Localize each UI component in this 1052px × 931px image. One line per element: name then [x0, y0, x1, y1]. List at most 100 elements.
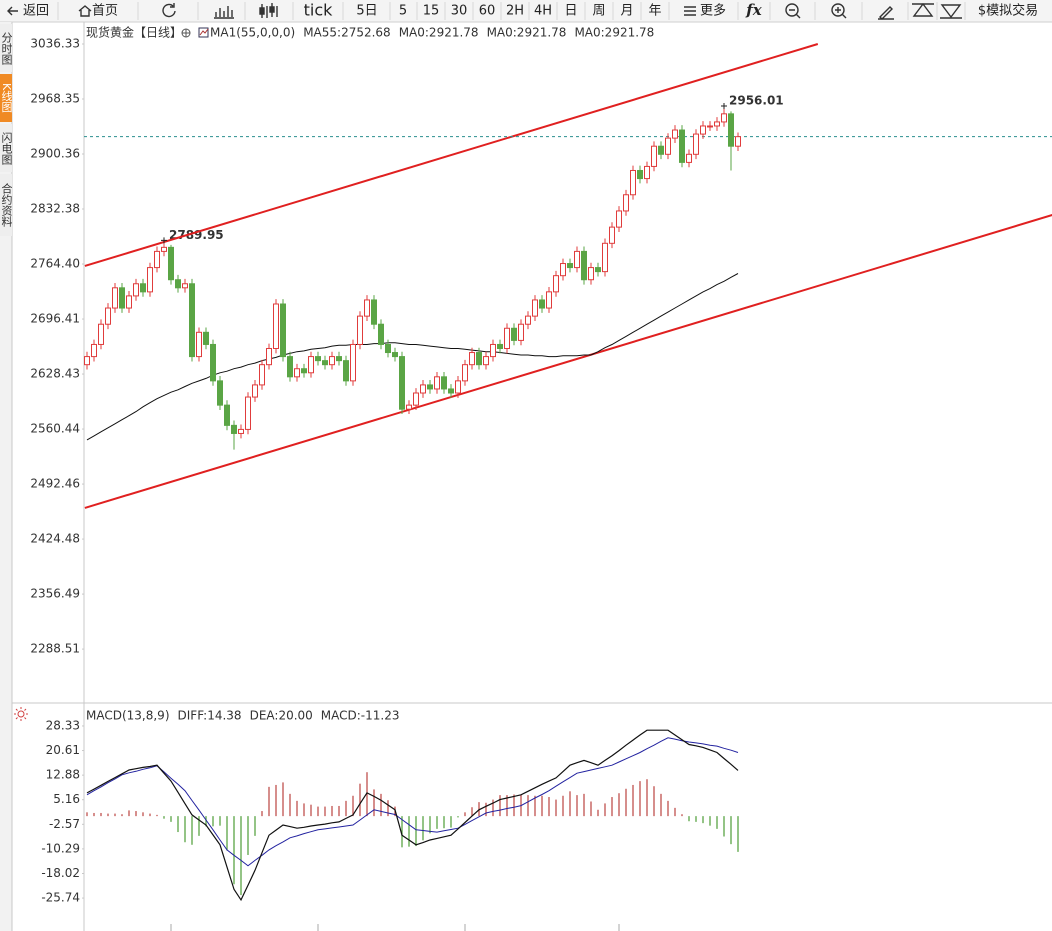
- candle-body: [147, 267, 153, 293]
- y-tick-label: 2492.46: [30, 477, 80, 491]
- candle-body: [651, 145, 657, 167]
- candle-body: [735, 136, 741, 147]
- side-strip: [0, 22, 12, 931]
- legend-entry: MACD:-11.23: [321, 709, 400, 723]
- toolbar-icons: [7, 2, 962, 20]
- candle-body: [210, 343, 216, 382]
- candle-body: [217, 380, 223, 406]
- toolbar-button[interactable]: 首页: [92, 4, 118, 19]
- toolbar-button[interactable]: fx: [745, 1, 762, 19]
- x-tick-label: 2025/01: [468, 929, 514, 931]
- y-tick-label: 2832.38: [30, 202, 80, 216]
- x-tick-label: 2024/11: [174, 929, 220, 931]
- toolbar-button[interactable]: 周: [592, 4, 605, 19]
- legend-icons: [181, 27, 209, 38]
- y-tick-label: 2764.40: [30, 257, 80, 271]
- candle-body: [441, 376, 447, 390]
- side-tab[interactable]: 合约资料: [0, 174, 12, 236]
- candle-body: [182, 283, 188, 289]
- toolbar-button[interactable]: 5日: [356, 4, 377, 19]
- toolbar-button[interactable]: 2H: [506, 4, 524, 19]
- candle-body: [539, 299, 545, 309]
- candle-body: [574, 250, 580, 269]
- zoom-out-icon: [785, 3, 799, 17]
- candle-body: [203, 331, 209, 345]
- candle-body: [504, 327, 510, 349]
- toolbar-button[interactable]: 月: [620, 4, 633, 19]
- candle-body: [413, 392, 419, 406]
- toolbar-button[interactable]: 年: [648, 4, 661, 19]
- candle-body: [161, 246, 167, 252]
- candle-body: [364, 299, 370, 317]
- candle-body: [728, 113, 734, 147]
- toolbar-button[interactable]: 5: [399, 4, 407, 19]
- candle-body: [294, 368, 300, 378]
- side-tab[interactable]: 闪电图: [0, 124, 12, 172]
- side-tab[interactable]: K线图: [0, 74, 12, 122]
- candle-icon-bodies: [259, 6, 275, 15]
- candle-body: [126, 295, 132, 309]
- dea-line: [86, 737, 739, 867]
- candle-body: [525, 315, 531, 325]
- toolbar-button[interactable]: 返回: [23, 4, 49, 19]
- toolbar-button[interactable]: 日: [564, 4, 577, 19]
- y-tick-label: 20.61: [46, 743, 80, 757]
- candle-body: [259, 364, 265, 386]
- candle-body: [469, 352, 475, 366]
- legend-entry: MA0:2921.78: [487, 26, 567, 40]
- toolbar-button[interactable]: tick: [304, 1, 334, 20]
- zoom-in-icon: [831, 3, 845, 17]
- high-label: 2956.01: [729, 93, 784, 107]
- candle-body: [189, 283, 195, 358]
- side-tab[interactable]: 分时图: [0, 24, 12, 72]
- candle-body: [700, 125, 706, 135]
- ma-line: [86, 273, 739, 441]
- candle-body: [623, 194, 629, 212]
- candle-body: [308, 356, 314, 374]
- toolbar-button[interactable]: 15: [423, 4, 440, 19]
- toolbar-button[interactable]: 更多: [700, 3, 726, 19]
- candle-body: [567, 263, 573, 269]
- trend-line: [84, 43, 819, 267]
- high-label: 2789.95: [169, 228, 224, 242]
- toolbar-button[interactable]: 60: [479, 4, 496, 19]
- candle-body: [329, 356, 335, 366]
- candle-body: [196, 331, 202, 358]
- toolbar-button[interactable]: $模拟交易: [978, 3, 1038, 19]
- candle-body: [483, 356, 489, 366]
- pencil-icon: [878, 6, 894, 20]
- high-marker: [721, 102, 727, 109]
- toolbar-button[interactable]: 30: [451, 4, 468, 19]
- legend-entry: MA0:2921.78: [399, 26, 479, 40]
- back-icon: [7, 6, 18, 16]
- diff-line: [86, 729, 739, 902]
- candle-body: [511, 327, 517, 341]
- candle-body: [84, 356, 90, 366]
- candle-body: [378, 323, 384, 345]
- candle-body: [245, 396, 251, 430]
- candle-body: [119, 287, 125, 309]
- legend-entry: MA1(55,0,0,0): [210, 26, 295, 40]
- candle-body: [385, 343, 391, 354]
- candle-body: [434, 376, 440, 390]
- price-plot: [84, 43, 1052, 509]
- y-tick-label: 2560.44: [30, 422, 80, 436]
- toolbar-button[interactable]: 4H: [534, 4, 552, 19]
- candle-body: [98, 323, 104, 345]
- y-tick-label: 5.16: [53, 792, 80, 806]
- y-tick-label: 12.88: [46, 768, 80, 782]
- x-tick-label: 2024/12: [321, 929, 367, 931]
- candle-body: [714, 121, 720, 127]
- legend-entry: MACD(13,8,9): [86, 709, 170, 723]
- candle-body: [609, 226, 615, 244]
- macd-plot: [86, 729, 739, 902]
- candle-body: [581, 250, 587, 281]
- candle-body: [399, 356, 405, 410]
- home-icon: [78, 5, 92, 17]
- candle-body: [644, 165, 650, 180]
- y-tick-label: 2356.49: [30, 587, 80, 601]
- candle-body: [455, 380, 461, 394]
- candle-body: [343, 360, 349, 382]
